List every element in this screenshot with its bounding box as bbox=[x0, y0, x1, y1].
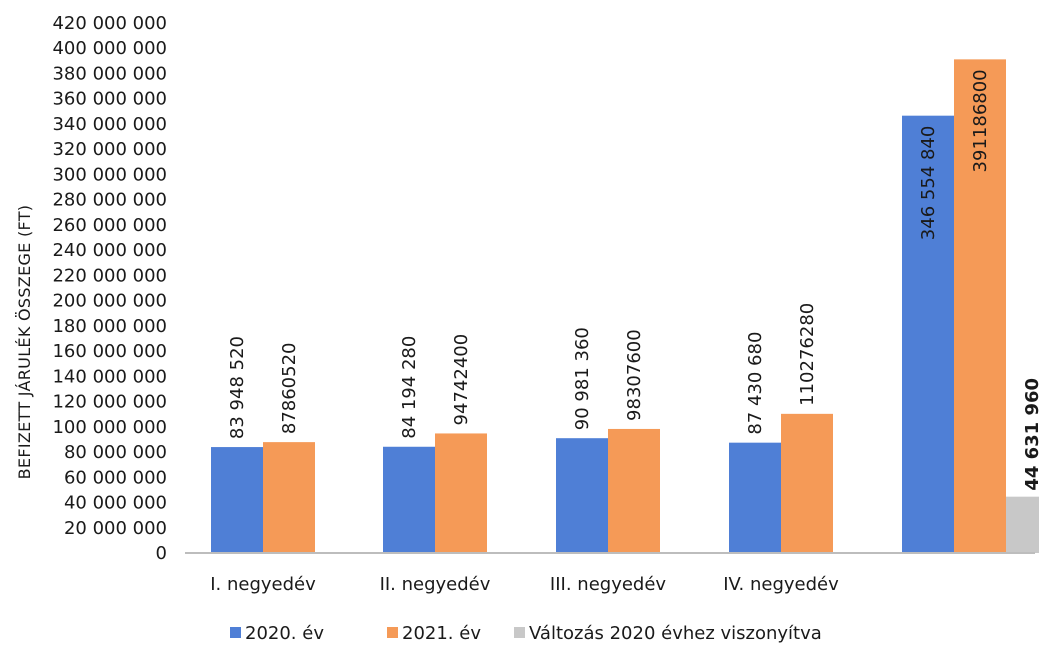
y-tick-label: 220 000 000 bbox=[52, 265, 167, 286]
bar-2021-3 bbox=[608, 428, 660, 553]
y-tick-label: 340 000 000 bbox=[52, 114, 167, 135]
y-tick-label: 80 000 000 bbox=[64, 442, 167, 463]
y-tick-label: 200 000 000 bbox=[52, 291, 167, 312]
category-label: II. negyedév bbox=[380, 574, 491, 595]
y-tick-label: 380 000 000 bbox=[52, 63, 167, 84]
bar-2021-2 bbox=[435, 433, 487, 553]
bar-2020-2 bbox=[383, 446, 435, 553]
y-tick-label: 420 000 000 bbox=[52, 13, 167, 34]
bars bbox=[211, 59, 1039, 554]
y-tick-label: 300 000 000 bbox=[52, 164, 167, 185]
data-label: 110276280 bbox=[797, 303, 818, 406]
y-tick-label: 280 000 000 bbox=[52, 190, 167, 211]
data-label: 346 554 840 bbox=[918, 126, 939, 241]
y-tick-label: 260 000 000 bbox=[52, 215, 167, 236]
legend-label: Változás 2020 évhez viszonyítva bbox=[529, 623, 822, 644]
legend: 2020. év 2021. év Változás 2020 évhez visz… bbox=[230, 623, 822, 644]
category-label: III. negyedév bbox=[550, 574, 667, 595]
y-tick-label: 140 000 000 bbox=[52, 366, 167, 387]
y-tick-label: 20 000 000 bbox=[64, 518, 167, 539]
y-axis-title: BEFIZETT JÁRULÉK ÖSSZEGE (FT) bbox=[15, 205, 34, 480]
bar-2020-1 bbox=[211, 447, 263, 553]
y-axis-ticks: 0 20 000 000 40 000 000 60 000 000 80 000 00… bbox=[52, 13, 167, 564]
y-tick-label: 40 000 000 bbox=[64, 493, 167, 514]
y-tick-label: 120 000 000 bbox=[52, 392, 167, 413]
bar-2020-4 bbox=[729, 442, 781, 553]
y-tick-label: 240 000 000 bbox=[52, 240, 167, 261]
data-label: 98307600 bbox=[624, 329, 645, 421]
data-label: 83 948 520 bbox=[227, 336, 248, 439]
legend-swatch bbox=[230, 627, 241, 638]
y-tick-label: 100 000 000 bbox=[52, 417, 167, 438]
y-tick-label: 180 000 000 bbox=[52, 316, 167, 337]
bar-2021-4 bbox=[781, 413, 833, 553]
data-label: 44 631 960 bbox=[1022, 378, 1039, 491]
category-labels: I. negyedév II. negyedév III. negyedév IV. … bbox=[210, 574, 839, 595]
data-label: 90 981 360 bbox=[572, 327, 593, 430]
bar-change-5 bbox=[1006, 496, 1039, 553]
bar-2021-1 bbox=[263, 442, 315, 553]
data-label: 94742400 bbox=[451, 334, 472, 426]
legend-swatch bbox=[514, 627, 525, 638]
y-tick-label: 160 000 000 bbox=[52, 341, 167, 362]
bar-2020-5 bbox=[902, 115, 954, 554]
bar-2020-3 bbox=[556, 438, 608, 553]
data-label: 87860520 bbox=[279, 343, 300, 435]
category-label: I. negyedév bbox=[210, 574, 316, 595]
y-tick-label: 60 000 000 bbox=[64, 467, 167, 488]
data-label: 391186800 bbox=[970, 69, 991, 172]
data-label: 87 430 680 bbox=[745, 332, 766, 435]
legend-label: 2020. év bbox=[245, 623, 324, 644]
y-tick-label: 360 000 000 bbox=[52, 89, 167, 110]
legend-swatch bbox=[387, 627, 398, 638]
bar-2021-5 bbox=[954, 59, 1006, 554]
y-tick-label: 320 000 000 bbox=[52, 139, 167, 160]
data-labels: 83 948 520 87860520 84 194 280 94742400 90 9… bbox=[227, 69, 1039, 490]
y-tick-label: 0 bbox=[156, 543, 167, 564]
data-label: 84 194 280 bbox=[399, 336, 420, 439]
y-tick-label: 400 000 000 bbox=[52, 38, 167, 59]
category-label: IV. negyedév bbox=[723, 574, 839, 595]
legend-label: 2021. év bbox=[402, 623, 481, 644]
